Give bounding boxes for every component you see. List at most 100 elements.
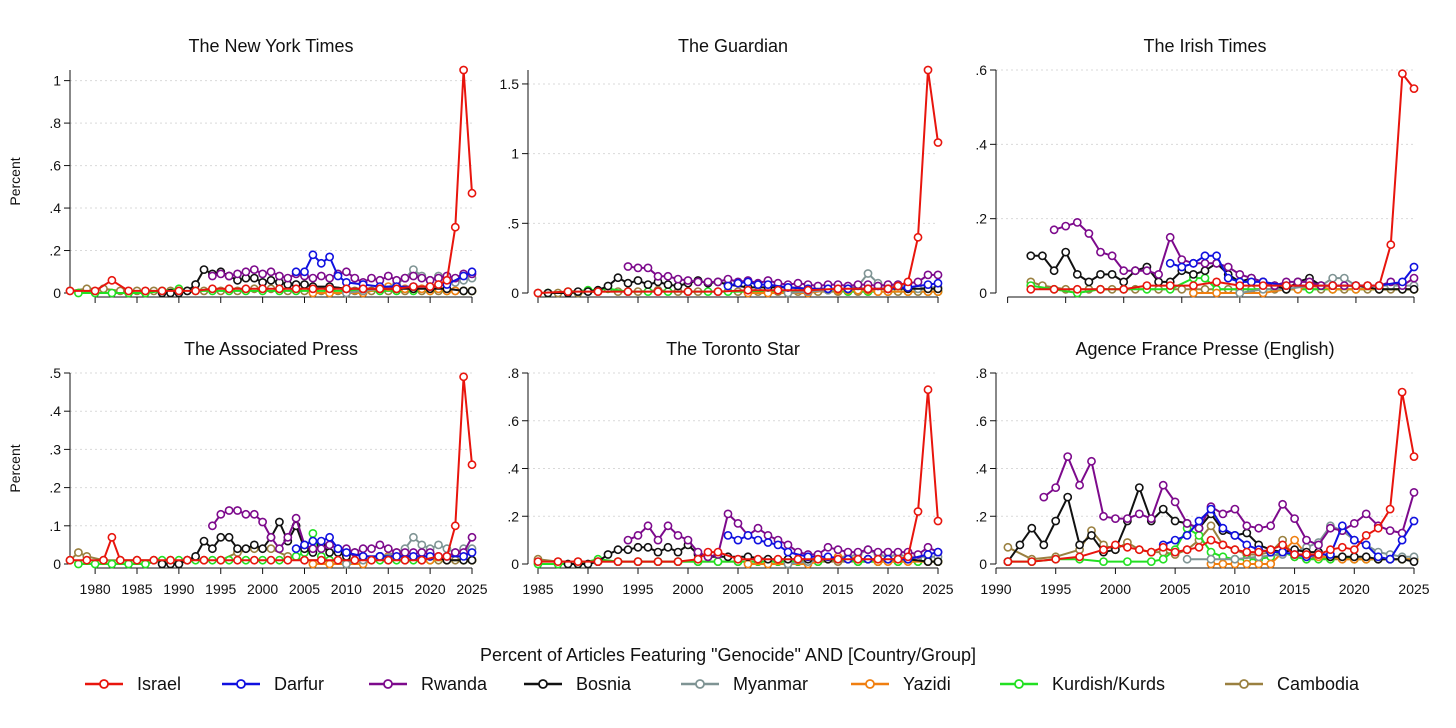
- data-point: [308, 273, 318, 283]
- data-point: [1170, 535, 1180, 545]
- data-point: [300, 540, 309, 550]
- data-point: [1182, 531, 1192, 540]
- data-point: [199, 265, 209, 274]
- data-point: [733, 554, 743, 564]
- data-point: [1235, 288, 1245, 298]
- data-point: [903, 277, 913, 287]
- data-point: [933, 547, 943, 557]
- data-point: [333, 555, 343, 565]
- data-point: [442, 552, 452, 561]
- data-point: [274, 271, 284, 281]
- data-point: [1134, 545, 1144, 555]
- data-point: [1206, 554, 1216, 564]
- data-point: [249, 273, 259, 283]
- data-point: [266, 544, 276, 554]
- data-point: [367, 273, 376, 283]
- data-point: [467, 267, 477, 277]
- data-point: [459, 271, 468, 281]
- data-point: [1206, 521, 1216, 531]
- data-point: [1206, 504, 1216, 514]
- data-point: [1242, 521, 1252, 531]
- data-point: [843, 547, 853, 557]
- data-point: [274, 284, 284, 294]
- data-point: [1084, 229, 1094, 238]
- data-point: [663, 521, 673, 531]
- data-point: [1142, 266, 1152, 276]
- data-point: [613, 273, 623, 283]
- y-tick-label: .6: [507, 413, 519, 429]
- data-point: [325, 559, 334, 569]
- data-point: [333, 271, 343, 281]
- data-point: [1278, 540, 1287, 550]
- data-point: [383, 555, 393, 565]
- data-point: [1293, 277, 1303, 287]
- x-tick-label: 2015: [373, 581, 404, 597]
- data-point: [603, 281, 613, 291]
- data-point: [132, 555, 142, 565]
- data-point: [199, 536, 209, 546]
- y-tick-label: .4: [49, 200, 61, 216]
- panel-title: The Toronto Star: [666, 339, 800, 359]
- data-point: [99, 555, 108, 565]
- data-point: [853, 554, 863, 564]
- x-tick-label: 2000: [1100, 581, 1131, 597]
- data-point: [358, 552, 368, 561]
- data-point: [733, 535, 743, 545]
- data-point: [1039, 540, 1049, 550]
- data-point: [450, 521, 460, 531]
- data-point: [166, 555, 175, 565]
- y-tick-label: 1.5: [500, 76, 520, 92]
- data-point: [308, 250, 318, 260]
- data-point: [408, 282, 418, 291]
- y-tick-label: 1: [511, 146, 519, 162]
- data-point: [1154, 277, 1163, 287]
- data-point: [425, 282, 435, 291]
- data-point: [90, 559, 100, 569]
- data-point: [1278, 499, 1287, 509]
- data-point: [733, 278, 743, 288]
- data-point: [633, 557, 643, 566]
- series-rwanda: [623, 509, 943, 562]
- data-point: [224, 284, 234, 294]
- data-point: [140, 559, 150, 569]
- data-point: [1398, 69, 1407, 79]
- data-point: [693, 554, 703, 564]
- data-point: [793, 278, 803, 288]
- y-tick-label: .2: [507, 508, 519, 524]
- data-point: [1290, 514, 1299, 523]
- data-point: [341, 284, 351, 294]
- data-point: [1026, 284, 1036, 294]
- data-point: [1397, 387, 1407, 397]
- data-point: [1134, 483, 1144, 492]
- data-point: [1328, 273, 1338, 283]
- data-point: [623, 545, 633, 555]
- y-tick-label: .4: [49, 403, 61, 419]
- data-point: [316, 271, 326, 281]
- data-point: [1386, 240, 1396, 250]
- legend-item-yazidi: Yazidi: [851, 674, 951, 694]
- data-point: [1096, 247, 1105, 257]
- data-point: [653, 287, 663, 296]
- panel-title: The Associated Press: [184, 339, 358, 359]
- data-point: [1194, 542, 1204, 552]
- data-point: [1218, 559, 1228, 569]
- series-line-israel: [70, 375, 473, 562]
- data-point: [325, 252, 334, 262]
- data-point: [1349, 552, 1359, 562]
- data-point: [1177, 255, 1187, 264]
- x-tick-label: 1980: [80, 581, 111, 597]
- data-point: [1146, 514, 1156, 523]
- data-point: [308, 529, 318, 538]
- data-point: [191, 286, 200, 296]
- data-point: [325, 284, 334, 294]
- data-point: [1111, 540, 1120, 550]
- x-tick-label: 2015: [822, 581, 853, 597]
- data-point: [1397, 535, 1407, 545]
- data-point: [863, 269, 873, 278]
- data-point: [249, 509, 259, 519]
- data-point: [1409, 452, 1419, 461]
- data-point: [140, 286, 150, 296]
- data-point: [653, 271, 663, 281]
- data-point: [274, 544, 284, 554]
- series-line-israel: [70, 69, 473, 292]
